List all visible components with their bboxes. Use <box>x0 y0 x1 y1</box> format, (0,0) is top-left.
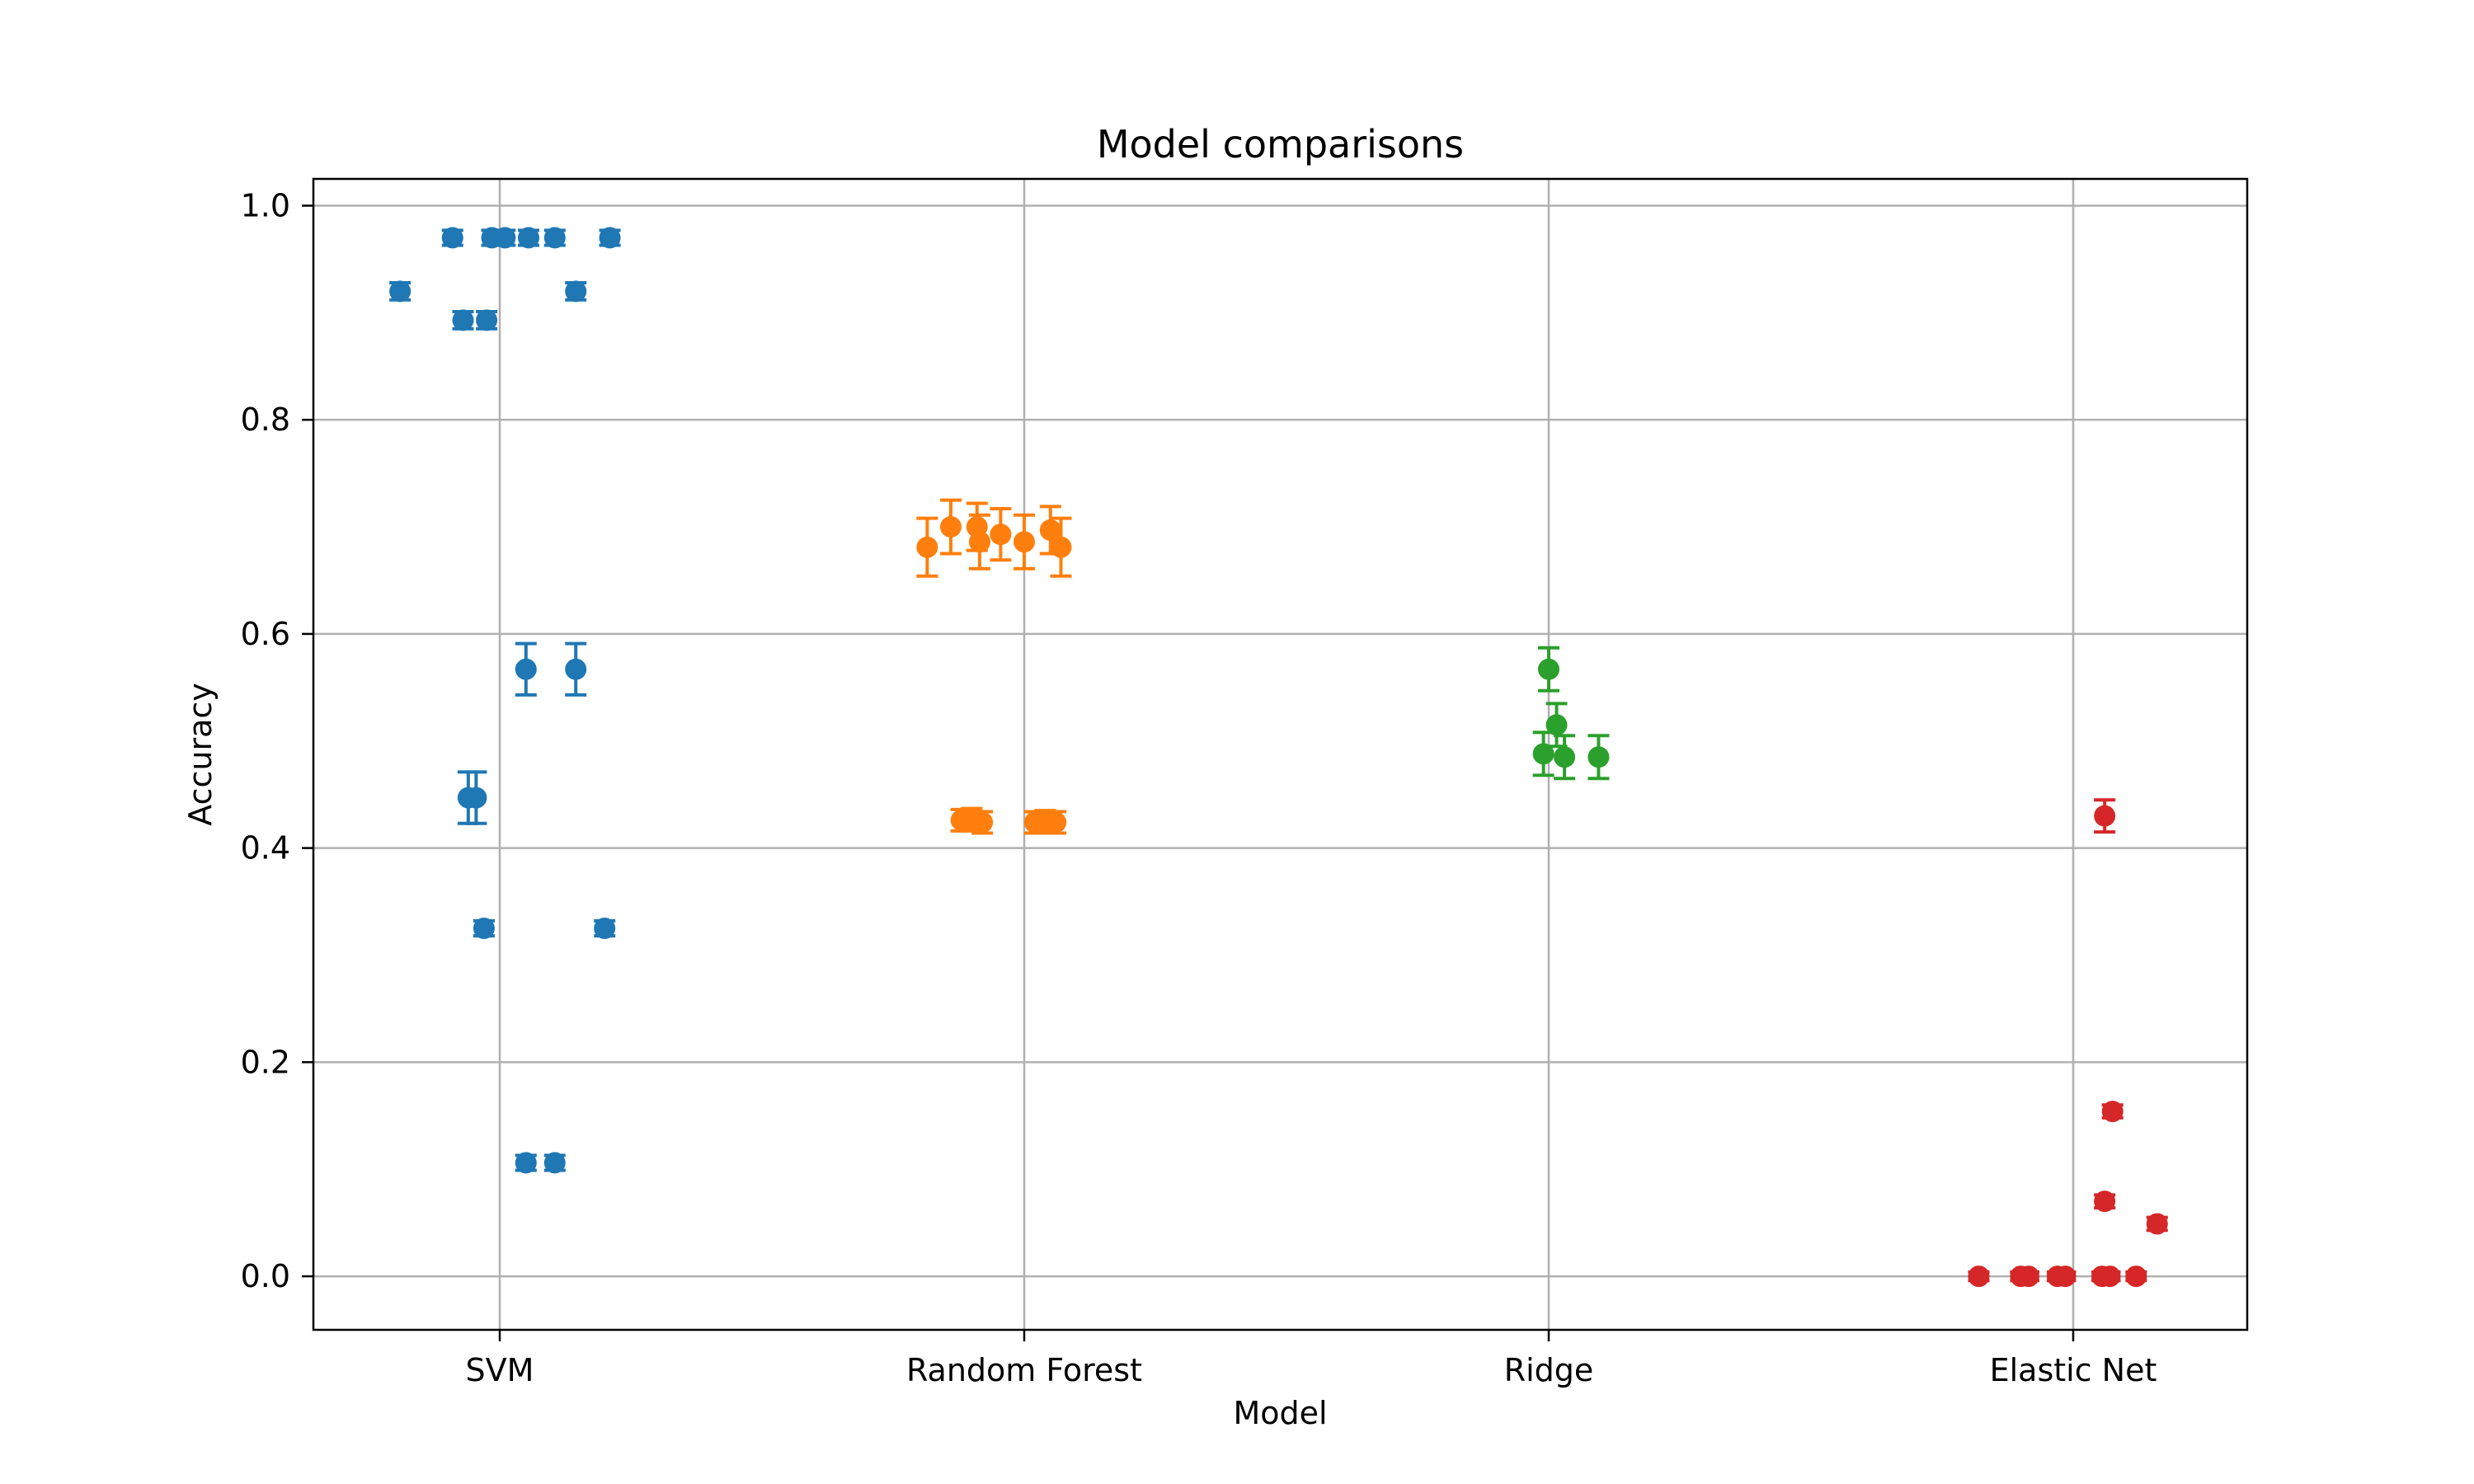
data-point <box>916 516 938 578</box>
marker <box>916 536 938 558</box>
y-tick-label: 0.0 <box>241 1258 290 1294</box>
data-point <box>2054 1266 2077 1288</box>
marker <box>2017 1266 2039 1288</box>
x-tick-label: Random Forest <box>906 1352 1142 1388</box>
data-point <box>1532 730 1554 777</box>
data-point <box>517 227 539 249</box>
data-point <box>543 227 566 249</box>
data-point <box>1554 734 1576 781</box>
x-tick-label: SVM <box>466 1352 534 1388</box>
marker <box>971 811 994 834</box>
marker <box>441 227 463 249</box>
chart-title: Model comparisons <box>1097 122 1464 167</box>
data-point <box>441 227 463 249</box>
data-point <box>1587 734 1610 781</box>
data-point <box>2094 798 2116 834</box>
marker <box>543 227 566 249</box>
axes: SVM Random Forest Ridge Elastic Net 0.0 0.2 0.… <box>241 187 2157 1388</box>
x-axis-label: Model <box>1233 1395 1327 1431</box>
marker <box>515 1152 537 1174</box>
marker <box>2101 1101 2124 1123</box>
marker <box>565 658 587 680</box>
y-tick-label: 1.0 <box>241 187 290 223</box>
marker <box>543 1152 566 1174</box>
marker <box>1554 746 1576 768</box>
marker <box>2099 1266 2121 1288</box>
data-point <box>968 513 990 571</box>
data-point <box>2099 1266 2121 1288</box>
data-point <box>452 309 474 331</box>
y-axis-label: Accuracy <box>182 683 219 826</box>
data-point <box>473 918 495 940</box>
marker <box>515 658 537 680</box>
marker <box>990 524 1012 546</box>
marker <box>1545 714 1568 736</box>
data-point <box>476 309 498 331</box>
marker <box>2125 1266 2147 1288</box>
data-point <box>594 918 616 940</box>
marker <box>473 918 495 940</box>
marker <box>517 227 539 249</box>
marker <box>2094 805 2116 827</box>
marker <box>2146 1213 2168 1235</box>
marker <box>465 787 487 809</box>
marker <box>452 309 474 331</box>
y-tick-label: 0.6 <box>241 616 290 652</box>
plot-data <box>389 227 2168 1288</box>
data-point <box>565 641 587 697</box>
data-point <box>465 770 487 825</box>
data-point <box>971 810 994 835</box>
marker <box>2094 1190 2116 1213</box>
data-point <box>1014 513 1035 571</box>
grid <box>313 179 2247 1330</box>
data-point <box>990 506 1012 562</box>
data-point <box>389 280 412 303</box>
marker <box>1050 536 1072 558</box>
data-point <box>515 1152 537 1174</box>
marker <box>1039 519 1061 541</box>
x-tick-label: Elastic Net <box>1990 1352 2157 1388</box>
data-point <box>1050 516 1072 578</box>
marker <box>494 227 516 249</box>
data-point <box>1538 646 1559 693</box>
data-point <box>2094 1190 2116 1213</box>
marker <box>599 227 621 249</box>
marker <box>1045 811 1067 834</box>
marker <box>594 918 616 940</box>
data-point <box>1968 1266 1990 1288</box>
marker <box>2054 1266 2077 1288</box>
marker <box>939 516 962 538</box>
y-tick-label: 0.2 <box>241 1044 290 1080</box>
data-point <box>543 1152 566 1174</box>
data-point <box>2125 1266 2147 1288</box>
marker <box>1532 743 1554 765</box>
marker <box>1014 531 1035 553</box>
marker <box>565 280 587 303</box>
marker <box>1587 746 1610 768</box>
data-point <box>939 498 962 556</box>
marker <box>1968 1266 1990 1288</box>
marker <box>968 531 990 553</box>
data-point <box>565 280 587 303</box>
marker <box>1538 658 1559 680</box>
data-point <box>1045 810 1067 835</box>
y-tick-label: 0.4 <box>241 830 290 866</box>
data-point <box>1545 702 1568 749</box>
data-point <box>2101 1101 2124 1123</box>
data-point <box>2017 1266 2039 1288</box>
y-tick-label: 0.8 <box>241 402 290 438</box>
x-tick-label: Ridge <box>1504 1352 1594 1388</box>
marker <box>476 309 498 331</box>
marker <box>389 280 412 303</box>
data-point <box>515 641 537 697</box>
plot-frame <box>312 177 2249 1331</box>
data-point <box>2146 1213 2168 1235</box>
data-point <box>599 227 621 249</box>
data-point <box>494 227 516 249</box>
